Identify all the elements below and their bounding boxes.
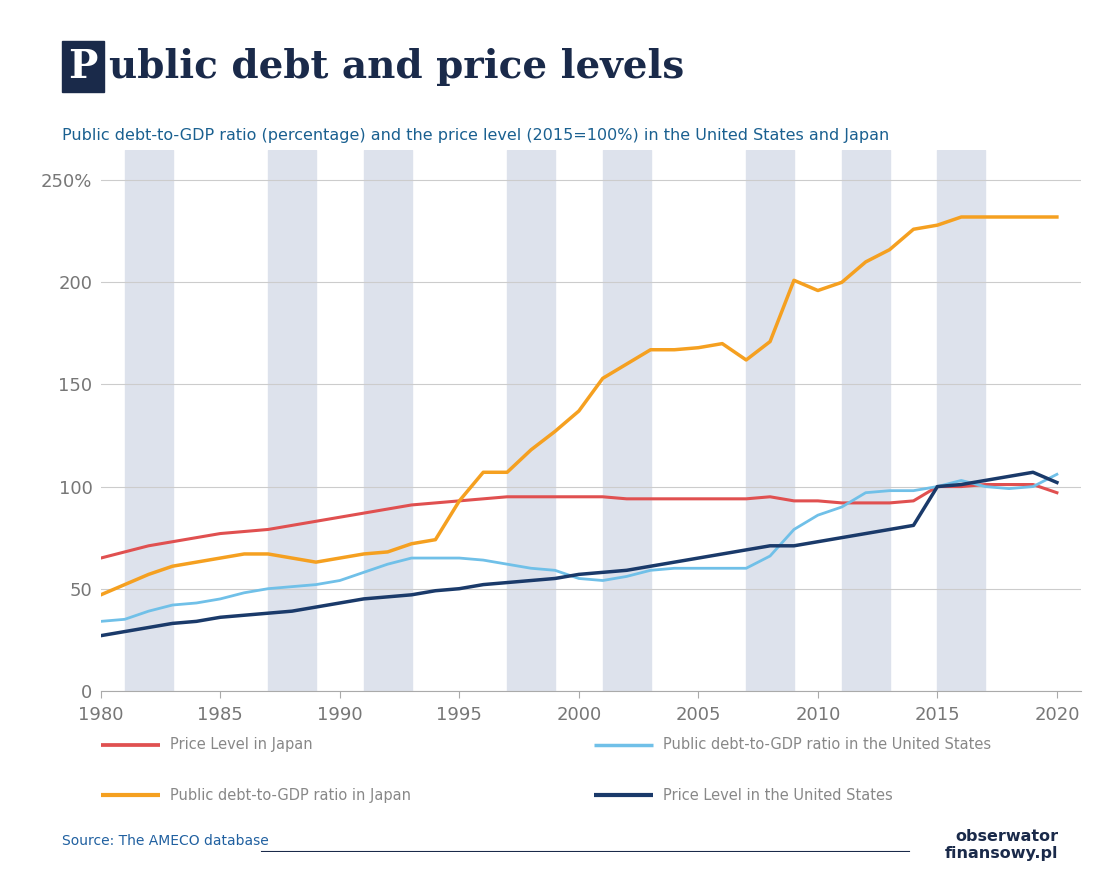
Bar [268,150,316,691]
Text: Public debt-to-GDP ratio (percentage) and the price level (2015=100%) in the Uni: Public debt-to-GDP ratio (percentage) an… [62,128,889,143]
Text: P: P [68,48,97,86]
Text: Price Level in the United States: Price Level in the United States [663,788,893,803]
Bar [507,150,554,691]
Text: Source: The AMECO database: Source: The AMECO database [62,834,269,847]
Bar [842,150,889,691]
Bar [603,150,651,691]
Text: Price Level in Japan: Price Level in Japan [170,737,312,752]
Text: Public debt-to-GDP ratio in the United States: Public debt-to-GDP ratio in the United S… [663,737,991,752]
Text: ublic debt and price levels: ublic debt and price levels [109,48,684,86]
Bar [364,150,411,691]
Bar [937,150,986,691]
Bar [124,150,172,691]
Text: obserwator
finansowy.pl: obserwator finansowy.pl [945,829,1058,861]
Bar [746,150,794,691]
Text: Public debt-to-GDP ratio in Japan: Public debt-to-GDP ratio in Japan [170,788,411,803]
